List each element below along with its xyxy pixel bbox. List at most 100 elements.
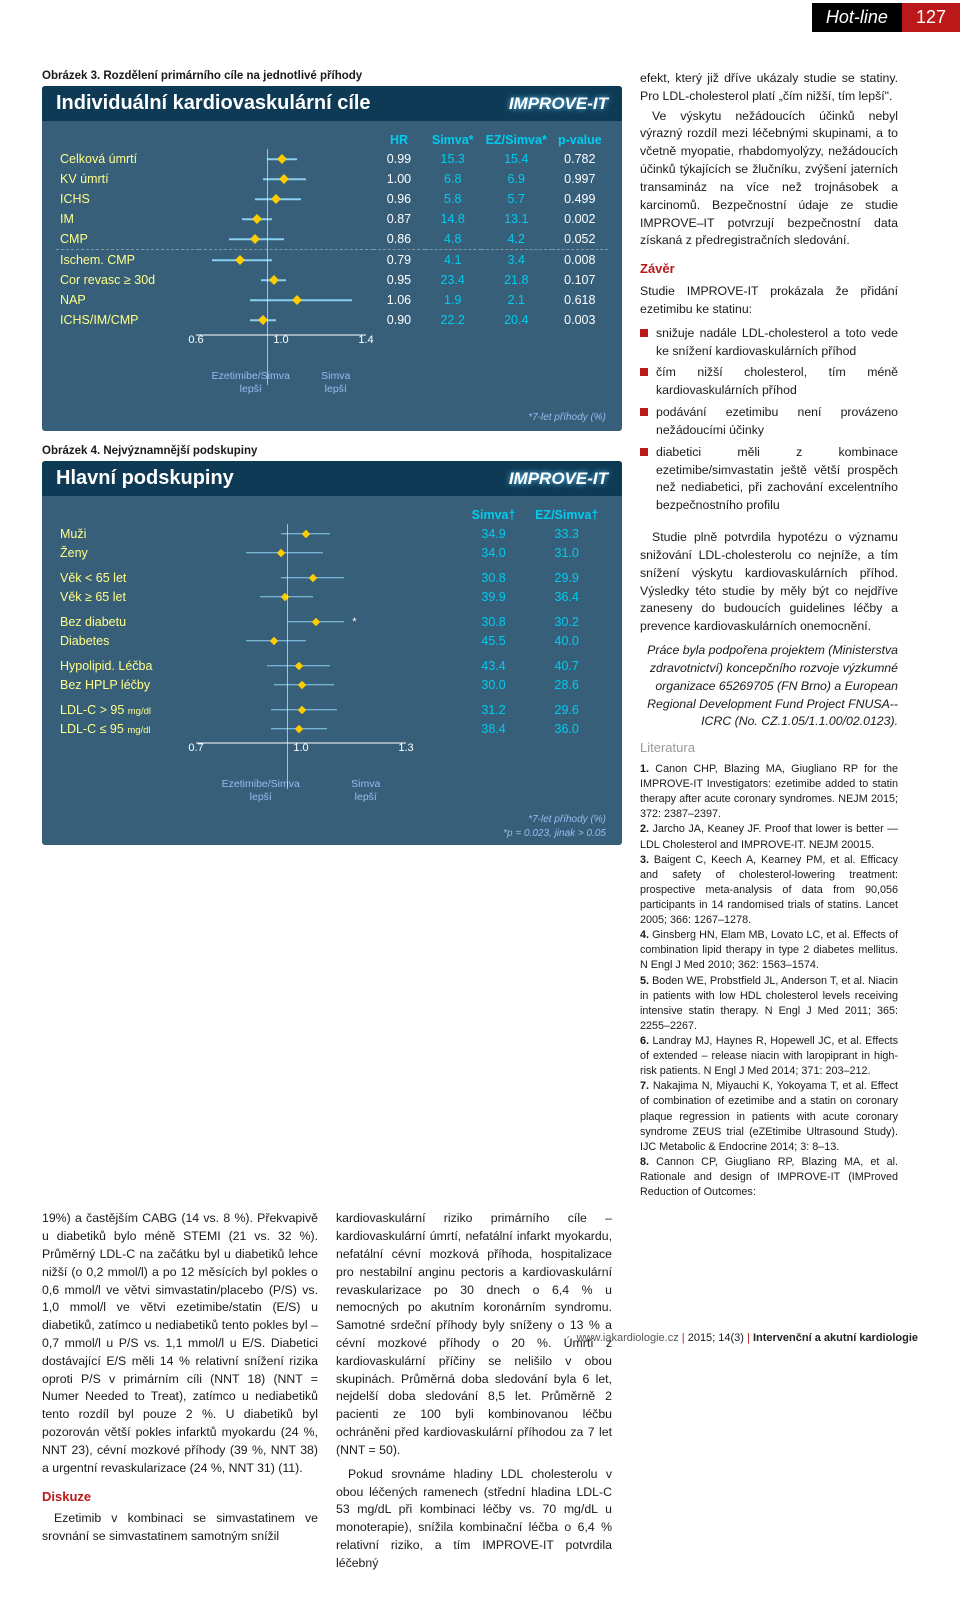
ezsimva-value: 13.1: [481, 209, 552, 229]
ezsimva-value: 5.7: [481, 189, 552, 209]
references: 1. Canon CHP, Blazing MA, Giugliano RP f…: [640, 762, 898, 1200]
forest-plot-cell: [199, 310, 373, 330]
ezsimva-value: 4.2: [481, 229, 552, 250]
subgroup-plot-cell: *: [218, 612, 461, 631]
simva-value: 43.4: [462, 656, 526, 675]
body-text: Ezetimib v kombinaci se simvastatinem ve…: [42, 1510, 318, 1546]
forest-row-label: Celková úmrtí: [56, 149, 199, 169]
improve-logo: IMPROVE-IT: [509, 469, 608, 489]
subgroup-plot-cell: [218, 675, 461, 694]
simva-value: 30.8: [462, 568, 526, 587]
ezsimva-value: 6.9: [481, 169, 552, 189]
literatura-heading: Literatura: [640, 739, 898, 758]
subgroup-label: LDL-C ≤ 95 mg/dl: [56, 719, 218, 738]
subgroup-label: Ženy: [56, 543, 218, 562]
p-value: 0.008: [552, 250, 608, 271]
hr-value: 0.90: [373, 310, 424, 330]
p-value: 0.002: [552, 209, 608, 229]
zaver-heading: Závěr: [640, 260, 898, 279]
ezsimva-value: 2.1: [481, 290, 552, 310]
simva-value: 15.3: [425, 149, 481, 169]
simva-value: 22.2: [425, 310, 481, 330]
body-text: kardiovaskulární riziko primárního cíle …: [336, 1210, 612, 1460]
subgroup-plot-cell: [218, 587, 461, 606]
reference-item: 2. Jarcho JA, Keaney JF. Proof that lowe…: [640, 822, 898, 852]
simva-value: 34.0: [462, 543, 526, 562]
reference-item: 4. Ginsberg HN, Elam MB, Lovato LC, et a…: [640, 928, 898, 973]
figure3-slide: Individuální kardiovaskulární cíle IMPRO…: [42, 86, 622, 431]
body-text: Studie plně potvrdila hypotézu o významu…: [640, 529, 898, 636]
body-text: Studie IMPROVE-IT prokázala že přidání e…: [640, 283, 898, 319]
p-value: 0.499: [552, 189, 608, 209]
hr-value: 1.06: [373, 290, 424, 310]
simva-value: 14.8: [425, 209, 481, 229]
subgroup-plot-cell: [218, 524, 461, 543]
hr-value: 0.99: [373, 149, 424, 169]
forest-row-label: Ischem. CMP: [56, 250, 199, 271]
subgroup-label: Hypolipid. Léčba: [56, 656, 218, 675]
simva-value: 39.9: [462, 587, 526, 606]
p-value: 0.052: [552, 229, 608, 250]
ezsimva-value: 40.0: [525, 631, 608, 650]
simva-value: 30.8: [462, 612, 526, 631]
slide-title: Individuální kardiovaskulární cíle: [56, 92, 371, 115]
figure4-slide: Hlavní podskupiny IMPROVE-IT Simva† EZ/S…: [42, 461, 622, 845]
forest-table: HR Simva* EZ/Simva* p-value Celková úmrt…: [56, 131, 608, 330]
forest-row-label: NAP: [56, 290, 199, 310]
simva-value: 30.0: [462, 675, 526, 694]
simva-value: 45.5: [462, 631, 526, 650]
bullet-item: čím nižší cholesterol, tím méně kardiova…: [640, 364, 898, 400]
subgroup-plot-cell: [218, 631, 461, 650]
simva-value: 4.8: [425, 229, 481, 250]
ezsimva-value: 36.0: [525, 719, 608, 738]
simva-value: 23.4: [425, 270, 481, 290]
forest-row-label: Cor revasc ≥ 30d: [56, 270, 199, 290]
reference-item: 3. Baigent C, Keech A, Kearney PM, et al…: [640, 853, 898, 929]
subgroup-plot-cell: [218, 700, 461, 719]
reference-item: 5. Boden WE, Probstfield JL, Anderson T,…: [640, 974, 898, 1034]
diskuze-heading: Diskuze: [42, 1488, 318, 1507]
hr-value: 0.79: [373, 250, 424, 271]
hr-value: 1.00: [373, 169, 424, 189]
subgroup-plot-cell: [218, 719, 461, 738]
figure4-caption: Obrázek 4. Nejvýznamnější podskupiny: [42, 445, 622, 457]
subgroup-label: Věk < 65 let: [56, 568, 218, 587]
forest-row-label: KV úmrtí: [56, 169, 199, 189]
bullet-item: podávání ezetimibu není provázeno nežádo…: [640, 404, 898, 440]
simva-value: 5.8: [425, 189, 481, 209]
body-text: 19%) a častějším CABG (14 vs. 8 %). Přek…: [42, 1210, 318, 1477]
hr-value: 0.86: [373, 229, 424, 250]
forest-plot-cell: [199, 270, 373, 290]
p-value: 0.003: [552, 310, 608, 330]
simva-value: 31.2: [462, 700, 526, 719]
subgroup-table: Simva† EZ/Simva† Muži 34.9 33.3 Ženy: [56, 506, 608, 738]
page-number: 127: [902, 3, 960, 32]
forest-plot-cell: [199, 250, 373, 271]
subgroup-plot-cell: [218, 568, 461, 587]
p-value: 0.782: [552, 149, 608, 169]
reference-item: 1. Canon CHP, Blazing MA, Giugliano RP f…: [640, 762, 898, 822]
subgroup-label: Muži: [56, 524, 218, 543]
forest-plot-cell: [199, 149, 373, 169]
forest-plot-cell: [199, 209, 373, 229]
subgroup-label: Věk ≥ 65 let: [56, 587, 218, 606]
body-text: Práce byla podpořena projektem (Minister…: [640, 642, 898, 731]
reference-item: 6. Landray MJ, Haynes R, Hopewell JC, et…: [640, 1034, 898, 1079]
hr-value: 0.96: [373, 189, 424, 209]
ezsimva-value: 29.9: [525, 568, 608, 587]
simva-value: 38.4: [462, 719, 526, 738]
ezsimva-value: 33.3: [525, 524, 608, 543]
simva-value: 1.9: [425, 290, 481, 310]
forest-plot-cell: [199, 189, 373, 209]
forest-plot-cell: [199, 229, 373, 250]
body-text: Ve výskytu nežádoucích účinků nebyl výra…: [640, 108, 898, 251]
simva-value: 4.1: [425, 250, 481, 271]
simva-value: 34.9: [462, 524, 526, 543]
forest-row-label: ICHS: [56, 189, 199, 209]
forest-plot-cell: [199, 290, 373, 310]
slide-title: Hlavní podskupiny: [56, 467, 234, 490]
ezsimva-value: 21.8: [481, 270, 552, 290]
reference-item: 7. Nakajima N, Miyauchi K, Yokoyama T, e…: [640, 1079, 898, 1155]
ezsimva-value: 15.4: [481, 149, 552, 169]
reference-item: 8. Cannon CP, Giugliano RP, Blazing MA, …: [640, 1155, 898, 1200]
